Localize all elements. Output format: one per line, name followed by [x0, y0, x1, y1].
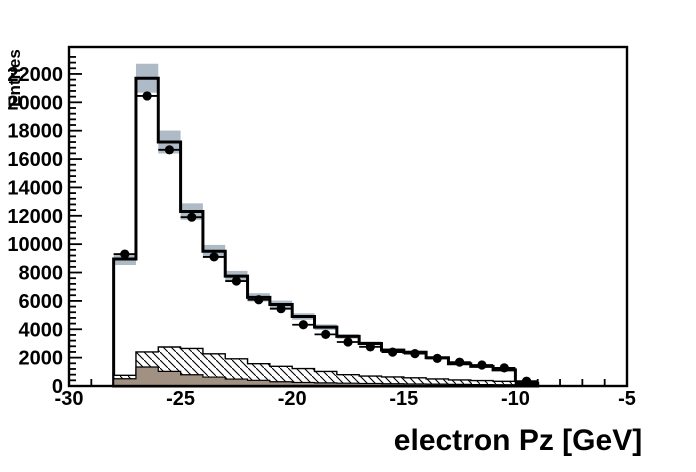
x-tick-label: -15	[389, 388, 418, 410]
y-tick-label: 10000	[7, 234, 63, 256]
data-point-marker	[142, 91, 152, 101]
data-point-marker	[254, 295, 264, 305]
data-point-marker	[455, 357, 465, 367]
y-axis-title: Entries	[5, 49, 24, 107]
x-tick-label: -10	[501, 388, 530, 410]
x-axis-tick-labels: -30 -25 -20 -15 -10 -5	[55, 388, 636, 410]
data-point-marker	[187, 212, 197, 222]
x-tick-label: -30	[55, 388, 84, 410]
x-tick-label: -20	[278, 388, 307, 410]
data-point-marker	[365, 342, 375, 352]
y-tick-label: 8000	[19, 263, 64, 285]
y-tick-label: 6000	[19, 291, 64, 313]
data-point-marker	[120, 249, 130, 259]
solid-background-histogram	[113, 366, 539, 387]
data-point-marker	[231, 276, 241, 286]
x-axis-title: electron Pz [GeV]	[394, 424, 642, 457]
data-point-marker	[499, 363, 509, 373]
y-tick-label: 18000	[7, 121, 63, 143]
hatched-background-histogram	[112, 346, 539, 387]
mc-histogram-fill	[113, 78, 538, 386]
data-point-marker	[276, 304, 286, 314]
data-points	[113, 91, 538, 386]
x-tick-label: -25	[166, 388, 195, 410]
y-tick-label: 14000	[7, 177, 63, 199]
y-tick-label: 22000	[7, 64, 63, 86]
y-axis-tick-labels: 0 2000 4000 6000 8000 10000 12000 14000 16000 180…	[7, 64, 63, 398]
y-tick-label: 2000	[19, 348, 64, 370]
x-tick-label: -5	[618, 388, 636, 410]
data-point-marker	[432, 353, 442, 363]
chart-layers: -30 -25 -20 -15 -10 -5 0 2000 4000 6000 8000 10000 1…	[7, 45, 636, 410]
data-point-marker	[298, 320, 308, 330]
data-point-marker	[477, 360, 487, 370]
y-tick-label: 0	[52, 376, 63, 398]
y-tick-label: 20000	[7, 92, 63, 114]
data-point-marker	[321, 329, 331, 339]
data-point-marker	[343, 337, 353, 347]
data-point-marker	[410, 349, 420, 359]
data-point-marker	[388, 347, 398, 357]
data-point-marker	[521, 376, 532, 386]
y-tick-label: 16000	[7, 149, 63, 171]
plot-frame	[67, 45, 629, 388]
data-point-marker	[164, 145, 175, 155]
y-tick-label: 4000	[19, 319, 64, 341]
data-point-marker	[209, 252, 219, 262]
y-tick-label: 12000	[7, 206, 63, 228]
